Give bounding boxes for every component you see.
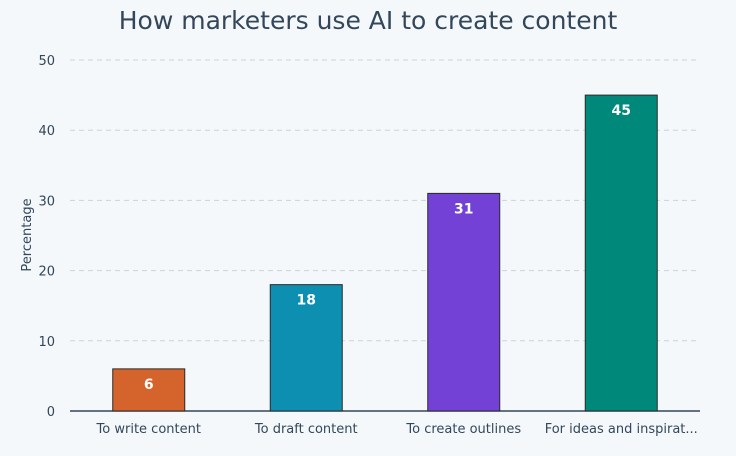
y-tick-label: 20: [38, 265, 55, 280]
chart-title: How marketers use AI to create content: [118, 6, 618, 35]
y-tick-label: 30: [38, 194, 55, 209]
data-label: 45: [612, 103, 631, 119]
x-tick-label: For ideas and inspirat...: [545, 422, 698, 437]
y-tick-label: 0: [47, 405, 55, 420]
bar-2: [427, 192, 501, 412]
bar-0: [112, 368, 186, 412]
x-tick-label: To draft content: [254, 422, 358, 437]
y-axis-title: Percentage: [20, 198, 35, 271]
bar-1: [269, 284, 343, 412]
data-label: 6: [144, 377, 154, 393]
data-label: 18: [297, 293, 316, 309]
bar-3: [584, 94, 658, 412]
y-tick-label: 40: [38, 124, 55, 139]
x-tick-label: To write content: [96, 422, 201, 437]
data-label: 31: [454, 201, 473, 217]
y-tick-label: 50: [38, 54, 55, 69]
y-tick-label: 10: [38, 335, 55, 350]
x-tick-label: To create outlines: [405, 422, 521, 437]
